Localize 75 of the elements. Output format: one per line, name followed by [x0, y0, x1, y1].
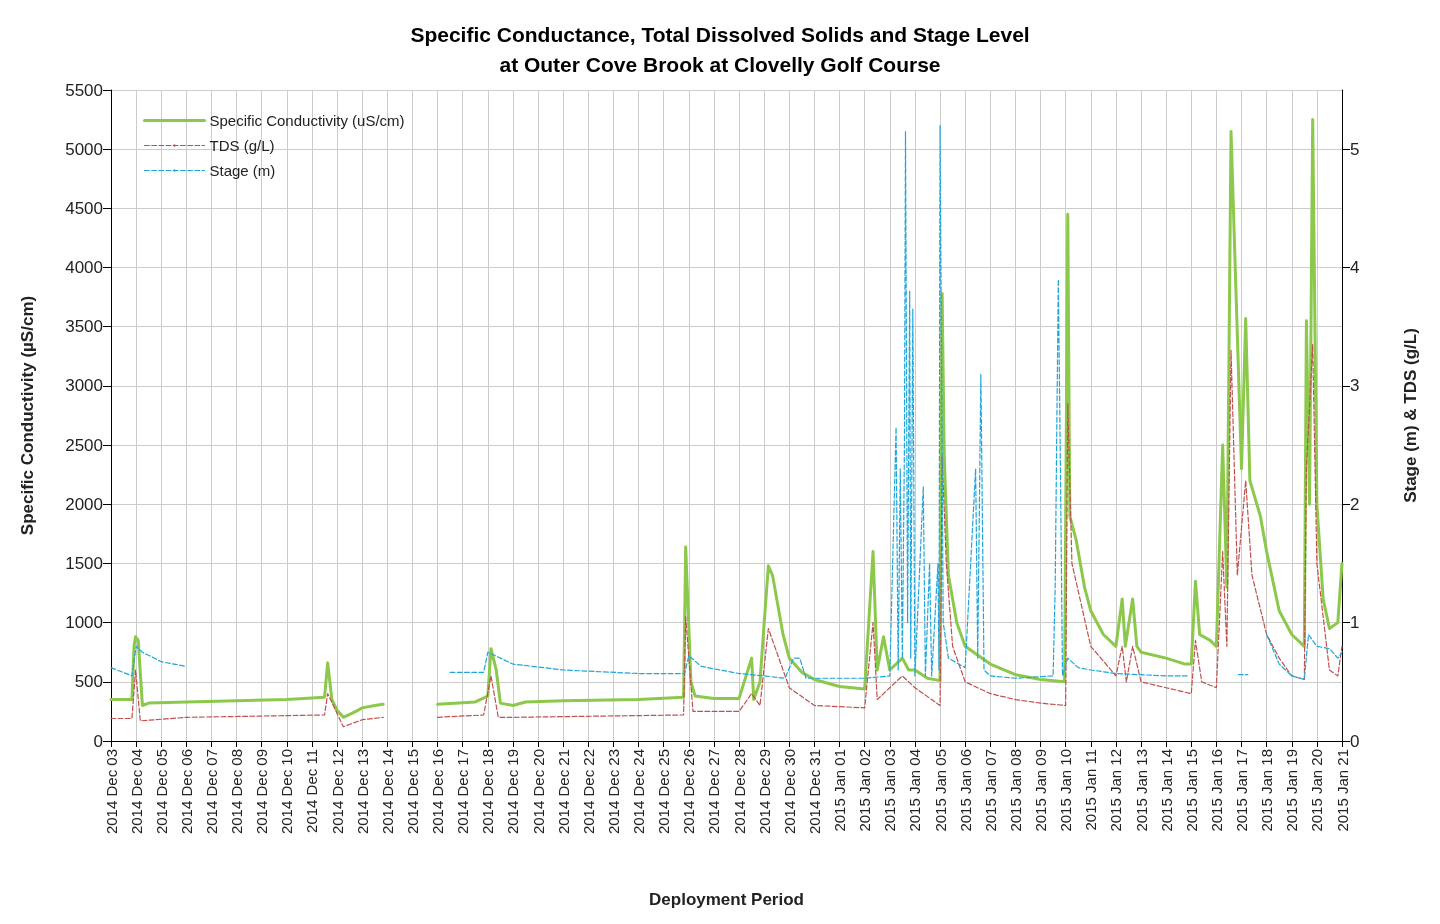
x-tick-label: 2014 Dec 13 — [353, 749, 371, 835]
x-tick-label: 2014 Dec 14 — [378, 749, 396, 835]
y-tick-label: 1000 — [65, 613, 103, 633]
y-tick-label: 3000 — [65, 376, 103, 396]
legend-label: Specific Conductivity (uS/cm) — [209, 112, 405, 129]
x-tick-label: 2014 Dec 07 — [202, 749, 220, 835]
y-tick-label: 2000 — [65, 494, 103, 514]
x-tick-label: 2014 Dec 17 — [454, 749, 472, 835]
x-tick-label: 2015 Jan 19 — [1283, 749, 1301, 832]
x-tick-label: 2015 Jan 17 — [1233, 749, 1251, 832]
y-tick-label: 3500 — [65, 317, 103, 337]
x-tick-label: 2014 Dec 31 — [805, 749, 823, 835]
x-tick-label: 2015 Jan 04 — [906, 749, 924, 832]
x-tick-label: 2015 Jan 07 — [981, 749, 999, 832]
x-tick-label: 2015 Jan 02 — [856, 749, 874, 832]
x-tick-label: 2014 Dec 18 — [479, 749, 497, 835]
x-tick-label: 2014 Dec 15 — [403, 749, 421, 835]
x-tick-label: 2014 Dec 16 — [429, 749, 447, 835]
y-tick-label: 500 — [74, 672, 103, 692]
x-tick-label: 2015 Jan 01 — [831, 749, 849, 832]
x-tick-label: 2014 Dec 10 — [278, 749, 296, 835]
x-tick-label: 2014 Dec 20 — [529, 749, 547, 835]
x-tick-label: 2014 Dec 26 — [680, 749, 698, 835]
y2-axis-title: Stage (m) & TDS (g/L) — [1401, 328, 1420, 503]
x-tick-label: 2015 Jan 13 — [1132, 749, 1150, 832]
y2-tick-label: 2 — [1350, 494, 1360, 514]
y2-tick-label: 4 — [1350, 258, 1360, 278]
y2-tick-label: 0 — [1350, 731, 1360, 751]
y-tick-label: 5500 — [65, 80, 103, 100]
x-tick-label: 2014 Dec 28 — [730, 749, 748, 835]
x-tick-label: 2014 Dec 11 — [303, 749, 321, 833]
y2-tick-label: 3 — [1350, 376, 1360, 396]
x-tick-label: 2015 Jan 12 — [1107, 749, 1125, 832]
x-tick-label: 2014 Dec 27 — [705, 749, 723, 835]
y-tick-label: 4500 — [65, 198, 103, 218]
x-tick-label: 2015 Jan 09 — [1032, 749, 1050, 832]
x-tick-label: 2015 Jan 18 — [1258, 749, 1276, 832]
x-tick-label: 2015 Jan 20 — [1308, 749, 1326, 832]
x-tick-label: 2014 Dec 08 — [228, 749, 246, 835]
x-tick-label: 2014 Dec 09 — [253, 749, 271, 835]
x-tick-label: 2014 Dec 04 — [127, 749, 145, 835]
x-tick-label: 2014 Dec 05 — [152, 749, 170, 835]
y-tick-label: 5000 — [65, 139, 103, 159]
legend-label: TDS (g/L) — [209, 137, 275, 154]
x-tick-label: 2014 Dec 19 — [504, 749, 522, 835]
x-tick-label: 2014 Dec 23 — [604, 749, 622, 835]
x-tick-label: 2014 Dec 03 — [102, 749, 120, 835]
legend-label: Stage (m) — [209, 162, 276, 179]
x-tick-label: 2014 Dec 30 — [780, 749, 798, 835]
x-tick-label: 2015 Jan 16 — [1207, 749, 1225, 832]
x-tick-label: 2015 Jan 14 — [1157, 749, 1175, 832]
x-tick-label: 2014 Dec 12 — [328, 749, 346, 835]
y-tick-label: 0 — [93, 731, 103, 751]
x-axis-title: Deployment Period — [649, 890, 804, 909]
y-axis-title: Specific Conductivity (µS/cm) — [18, 295, 37, 536]
x-tick-label: 2015 Jan 05 — [931, 749, 949, 832]
y-tick-label: 4000 — [65, 258, 103, 278]
x-tick-label: 2015 Jan 10 — [1057, 749, 1075, 832]
x-tick-label: 2015 Jan 15 — [1182, 749, 1200, 832]
x-tick-label: 2015 Jan 06 — [956, 749, 974, 832]
x-tick-label: 2014 Dec 06 — [177, 749, 195, 835]
x-tick-label: 2015 Jan 11 — [1082, 749, 1100, 831]
y2-tick-label: 1 — [1350, 613, 1360, 633]
x-tick-label: 2014 Dec 22 — [579, 749, 597, 835]
y-tick-label: 1500 — [65, 553, 103, 573]
y2-tick-label: 5 — [1350, 139, 1360, 159]
x-tick-label: 2014 Dec 21 — [554, 749, 572, 835]
x-tick-label: 2015 Jan 08 — [1006, 749, 1024, 832]
x-tick-label: 2015 Jan 03 — [881, 749, 899, 832]
chart-title: Specific Conductance, Total Dissolved Solids and Stage Level at Outer Cove Brook at Clovelly Golf Course — [410, 22, 1030, 76]
x-tick-label: 2015 Jan 21 — [1333, 749, 1351, 832]
x-tick-label: 2014 Dec 24 — [630, 749, 648, 835]
x-tick-label: 2014 Dec 29 — [755, 749, 773, 835]
y-tick-label: 2500 — [65, 435, 103, 455]
x-tick-label: 2014 Dec 25 — [655, 749, 673, 835]
